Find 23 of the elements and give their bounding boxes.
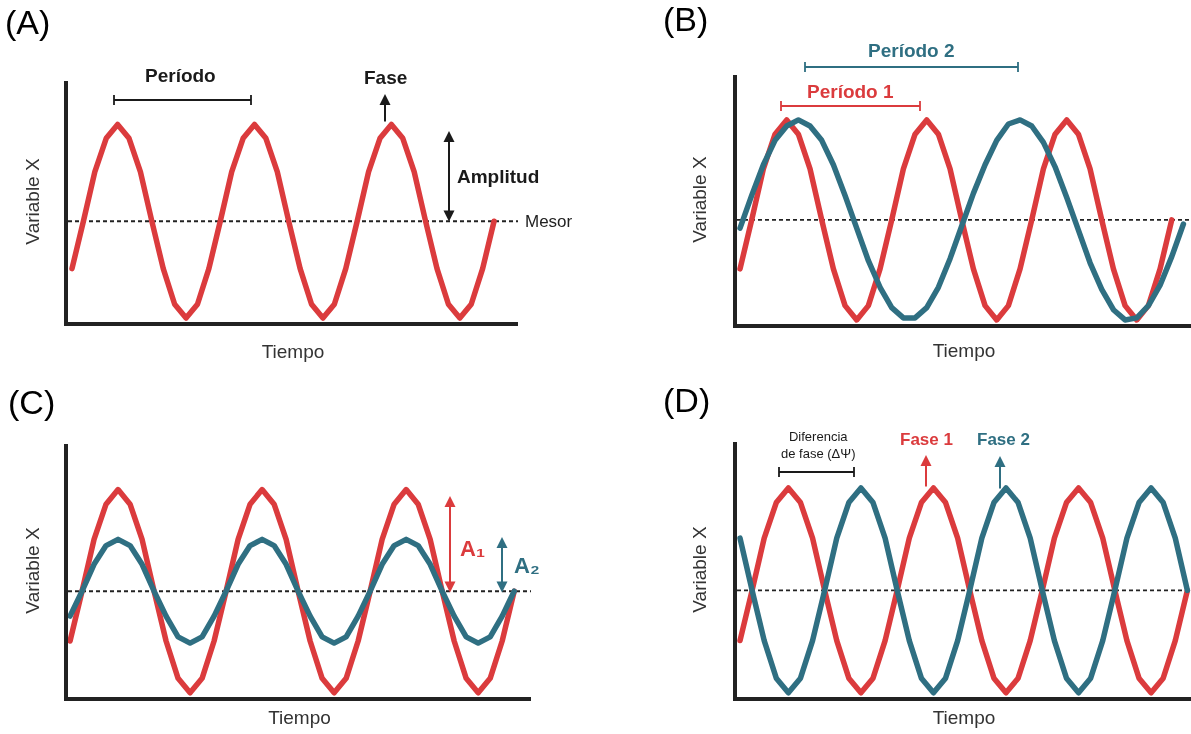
text: Fase 2 (977, 430, 1030, 449)
text: Diferencia de fase (ΔΨ) (781, 429, 856, 461)
x-axis-title: Tiempo (932, 340, 996, 362)
text: Período (145, 65, 216, 86)
text: Fase (364, 67, 408, 88)
y-axis-title: Variable X (22, 158, 44, 245)
chart-title: (C) (8, 382, 56, 421)
ref-line-label: Mesor (525, 212, 573, 231)
text: Período 2 (868, 40, 955, 61)
x-axis-title: Tiempo (261, 341, 325, 363)
y-axis-title: Variable X (689, 156, 711, 243)
text: Período 1 (807, 81, 895, 102)
annotation: Amplitud (457, 166, 540, 187)
x-axis-title: Tiempo (932, 707, 996, 729)
chart-title: (D) (663, 380, 711, 419)
text: Fase 1 (900, 430, 953, 449)
chart-title: (B) (663, 0, 709, 38)
annotation: A₁ (460, 536, 485, 561)
annotation: A₂ (514, 553, 540, 578)
y-axis-title: Variable X (689, 526, 711, 613)
x-axis-title: Tiempo (268, 707, 331, 729)
chart-title: (A) (5, 2, 51, 41)
y-axis-title: Variable X (22, 527, 44, 614)
